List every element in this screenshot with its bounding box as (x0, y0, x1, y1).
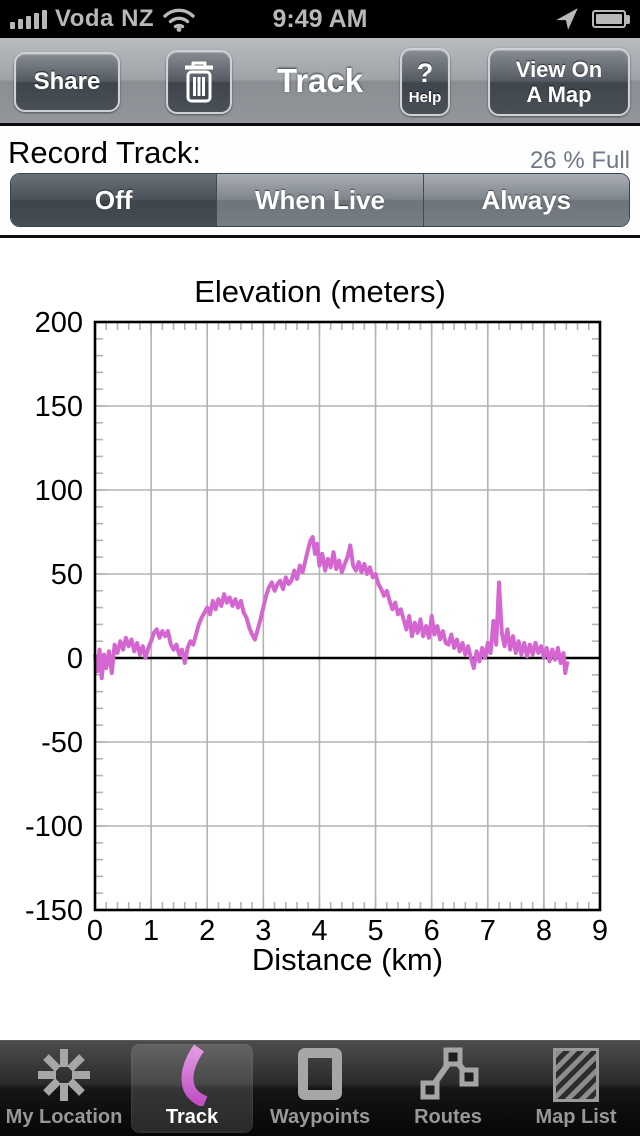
segment-always[interactable]: Always (423, 174, 629, 226)
svg-text:8: 8 (536, 915, 552, 947)
elevation-chart: Elevation (meters) 0 1 2 3 4 5 6 7 8 9 -150 -100 -50… (0, 241, 640, 1040)
tab-track[interactable]: Track (128, 1041, 256, 1136)
help-button-label: Help (408, 88, 442, 106)
svg-text:-100: -100 (25, 811, 83, 843)
tab-label: My Location (5, 1106, 123, 1128)
view-on-map-line1: View On (515, 56, 603, 82)
svg-text:4: 4 (311, 915, 327, 947)
trash-icon (185, 61, 213, 103)
asterisk-icon (38, 1049, 90, 1101)
location-services-icon (556, 8, 578, 30)
record-track-section: Record Track: 26 % Full Off When Live Al… (0, 129, 640, 238)
svg-text:7: 7 (480, 915, 496, 947)
svg-text:6: 6 (424, 915, 440, 947)
share-button-label: Share (33, 68, 101, 95)
elevation-plot: 0 1 2 3 4 5 6 7 8 9 -150 -100 -50 0 50 100 150 200 (25, 307, 608, 947)
delete-track-button[interactable] (166, 50, 232, 114)
svg-text:150: 150 (35, 391, 83, 423)
view-on-map-button[interactable]: View On A Map (488, 48, 630, 116)
svg-text:5: 5 (367, 915, 383, 947)
tab-label: Map List (535, 1106, 617, 1128)
routes-icon (420, 1047, 479, 1100)
tab-waypoints[interactable]: Waypoints (256, 1041, 384, 1136)
signal-strength-icon (10, 9, 47, 29)
help-button[interactable]: ? Help (400, 48, 450, 116)
storage-capacity-label: 26 % Full (529, 147, 630, 174)
svg-text:200: 200 (35, 307, 83, 339)
question-mark-icon: ? (416, 57, 434, 88)
square-icon (298, 1048, 342, 1100)
track-icon (181, 1044, 208, 1106)
map-icon (553, 1048, 599, 1102)
tab-routes[interactable]: Routes (384, 1041, 512, 1136)
svg-text:2: 2 (199, 915, 215, 947)
svg-text:-50: -50 (41, 727, 83, 759)
segment-when-live[interactable]: When Live (217, 174, 424, 226)
record-mode-segmented-control: Off When Live Always (10, 173, 630, 227)
chart-x-axis-label: Distance (km) (251, 942, 444, 977)
tab-label: Routes (414, 1106, 482, 1128)
svg-text:9: 9 (592, 915, 608, 947)
svg-text:-150: -150 (25, 895, 83, 927)
status-bar: Voda NZ 9:49 AM (0, 0, 640, 38)
svg-text:1: 1 (143, 915, 159, 947)
segment-off[interactable]: Off (11, 174, 218, 226)
svg-text:0: 0 (87, 915, 103, 947)
chart-title: Elevation (meters) (194, 274, 446, 309)
record-track-label: Record Track: (8, 135, 201, 170)
tab-label: Waypoints (269, 1106, 371, 1128)
svg-text:3: 3 (255, 915, 271, 947)
battery-icon (592, 10, 630, 28)
tab-my-location[interactable]: My Location (0, 1041, 128, 1136)
navigation-bar: Track Share ? Help View On A Map (0, 38, 640, 126)
svg-text:50: 50 (51, 559, 83, 591)
tab-bar: My Location Track Waypoints (0, 1040, 640, 1136)
tab-map-list[interactable]: Map List (512, 1041, 640, 1136)
svg-text:0: 0 (67, 643, 83, 675)
share-button[interactable]: Share (14, 52, 120, 112)
wifi-icon (163, 8, 195, 32)
carrier-label: Voda NZ (55, 5, 155, 32)
tab-label: Track (165, 1106, 219, 1128)
view-on-map-line2: A Map (526, 82, 592, 107)
svg-text:100: 100 (35, 475, 83, 507)
clock-label: 9:49 AM (272, 4, 368, 33)
